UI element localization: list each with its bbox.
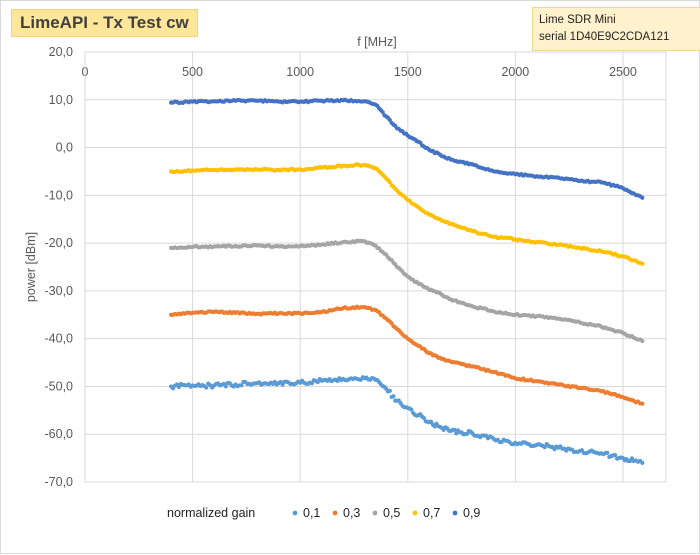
data-point xyxy=(315,379,320,385)
chart-title: LimeAPI - Tx Test cw xyxy=(11,9,198,37)
series-0-9 xyxy=(168,97,645,200)
data-point xyxy=(640,338,645,344)
y-tick-label: -20,0 xyxy=(45,236,74,250)
device-serial: serial 1D40E9C2CDA121 xyxy=(539,31,670,43)
data-point xyxy=(223,384,228,389)
legend-marker xyxy=(452,510,458,516)
data-point xyxy=(542,445,547,450)
x-tick-label: 2000 xyxy=(501,65,529,79)
device-info-box: Lime SDR Mini serial 1D40E9C2CDA121 xyxy=(532,7,700,51)
series-0-5 xyxy=(168,238,645,344)
y-axis-label: power [dBm] xyxy=(24,232,38,302)
y-tick-label: -10,0 xyxy=(45,188,74,202)
y-tick-label: -40,0 xyxy=(45,332,74,346)
data-point xyxy=(387,180,392,185)
legend-entry: 0,3 xyxy=(343,506,360,520)
y-tick-label: -60,0 xyxy=(45,427,74,441)
data-point xyxy=(391,394,396,399)
x-axis-label: f [MHz] xyxy=(357,35,397,49)
data-point xyxy=(421,415,427,421)
data-point xyxy=(613,453,618,458)
data-point xyxy=(380,110,385,115)
legend-title: normalized gain xyxy=(167,506,255,520)
data-point xyxy=(409,407,414,412)
x-tick-label: 1000 xyxy=(286,65,314,79)
series-0-7 xyxy=(168,162,645,266)
device-name: Lime SDR Mini xyxy=(539,14,616,26)
legend-entry: 0,5 xyxy=(383,506,400,520)
plot-border xyxy=(84,51,667,483)
data-point xyxy=(452,427,457,432)
data-point xyxy=(640,195,645,200)
x-tick-label: 1500 xyxy=(394,65,422,79)
legend-entry: 0,7 xyxy=(423,506,440,520)
y-tick-label: 20,0 xyxy=(49,45,73,59)
y-tick-label: -30,0 xyxy=(45,284,74,298)
legend-marker xyxy=(372,510,378,516)
data-point xyxy=(605,450,610,455)
y-tick-label: 0,0 xyxy=(56,141,73,155)
data-point xyxy=(204,385,209,390)
x-tick-label: 500 xyxy=(182,65,203,79)
series-0-3 xyxy=(168,304,645,406)
legend-marker xyxy=(332,510,338,516)
series-0-1 xyxy=(168,375,645,465)
y-tick-label: -50,0 xyxy=(45,379,74,393)
y-tick-label: -70,0 xyxy=(45,475,74,489)
data-point xyxy=(640,401,645,406)
data-point xyxy=(640,460,645,465)
legend-marker xyxy=(412,510,418,516)
legend-entry: 0,1 xyxy=(303,506,320,520)
data-point xyxy=(387,388,392,393)
x-tick-label: 2500 xyxy=(609,65,637,79)
data-point xyxy=(239,383,244,388)
y-tick-label: 10,0 xyxy=(49,93,73,107)
data-point xyxy=(454,431,459,436)
legend-entry: 0,9 xyxy=(463,506,480,520)
data-point xyxy=(176,384,181,390)
legend-marker xyxy=(292,510,298,516)
data-point xyxy=(309,381,315,386)
data-point xyxy=(640,261,645,266)
